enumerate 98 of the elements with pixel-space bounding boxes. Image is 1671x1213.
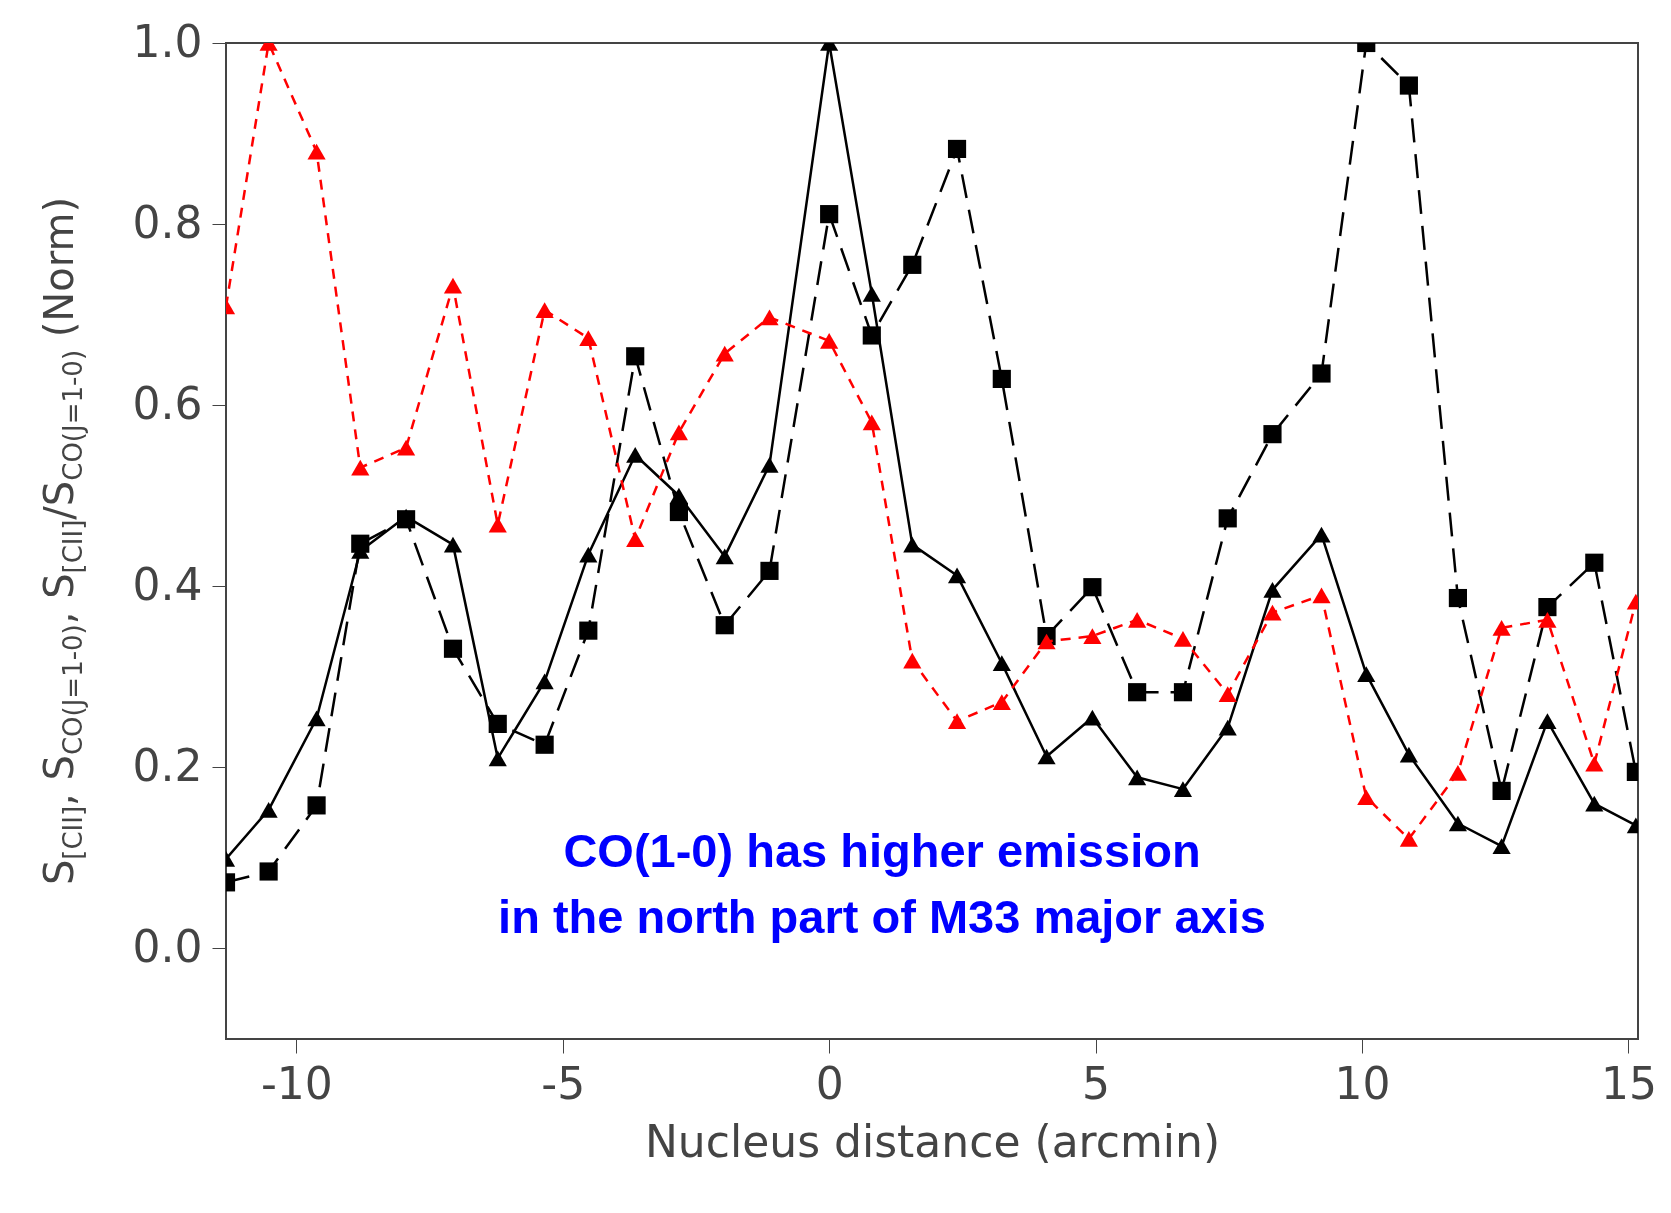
point [669,502,688,522]
point [1218,686,1237,702]
point [903,255,922,274]
point [1312,526,1331,543]
point [1585,795,1604,812]
point [351,459,370,476]
point [351,534,370,553]
point [1585,553,1604,572]
point [1037,633,1056,650]
point [307,143,326,160]
point [760,561,779,580]
point [1083,578,1102,597]
point [1173,683,1193,702]
point [259,802,278,818]
point [947,139,967,159]
x-tick-label: 15 [1600,1057,1657,1109]
point [715,345,734,362]
y-tick-label: 1.0 [132,15,203,67]
point [1357,666,1376,682]
point [1399,76,1418,95]
point [820,333,839,349]
point [760,457,779,473]
annotation: in the north part of M33 major axis [498,890,1266,943]
point [1492,781,1511,800]
point [1128,683,1147,702]
point [715,548,734,565]
point [397,510,416,529]
point [579,330,598,347]
point [535,735,554,754]
point [1492,620,1511,636]
point [1538,598,1557,617]
point [947,567,967,584]
point [1492,838,1511,854]
y-tick-label: 0.4 [132,558,203,610]
point [992,369,1011,389]
point [443,277,463,294]
point [1218,719,1237,736]
point [1538,713,1557,730]
point [626,447,645,463]
point [715,616,734,635]
point [1538,611,1557,628]
point [992,655,1011,672]
point [1312,364,1331,383]
point [862,414,881,431]
point [1263,582,1282,598]
point [626,347,645,366]
point [443,639,463,658]
point [1357,789,1376,806]
point [579,621,598,640]
point [579,546,598,563]
point [259,862,278,881]
point [903,536,922,553]
point [535,673,554,690]
point [862,285,881,302]
x-tick-label: -5 [541,1057,586,1109]
point [947,713,967,730]
y-tick-label: 0.0 [132,920,203,972]
point [1128,611,1147,628]
y-tick-label: 0.2 [132,739,203,791]
x-tick-label: 5 [1082,1057,1111,1109]
x-tick-label: 10 [1334,1057,1391,1109]
point [1448,764,1467,781]
x-axis-title: Nucleus distance (arcmin) [644,1115,1221,1167]
point [488,750,507,767]
point [307,796,326,815]
point [397,439,416,456]
point [1312,587,1331,604]
point [992,694,1011,711]
x-tick-label: -10 [260,1057,333,1109]
point [903,652,922,669]
point [669,424,688,441]
point [1173,630,1193,647]
point [1083,709,1102,726]
point [1399,746,1418,763]
point [535,302,554,318]
point [488,714,507,733]
point [1263,604,1282,621]
point [1399,831,1418,847]
point [1173,781,1193,797]
point [443,536,463,553]
point [307,710,326,727]
y-tick-label: 0.6 [132,377,203,429]
point [1128,769,1147,786]
x-tick-label: 0 [815,1057,844,1109]
point [862,326,881,345]
point [760,309,779,326]
point [1083,628,1102,644]
point [1585,755,1604,772]
point [1448,588,1467,608]
point [1037,748,1056,765]
point [1448,815,1467,832]
point [1263,425,1282,444]
point [626,531,645,548]
point [488,516,507,533]
point [820,205,839,224]
point [1218,509,1237,528]
annotation: CO(1-0) has higher emission [563,824,1201,877]
y-tick-label: 0.8 [132,196,203,248]
